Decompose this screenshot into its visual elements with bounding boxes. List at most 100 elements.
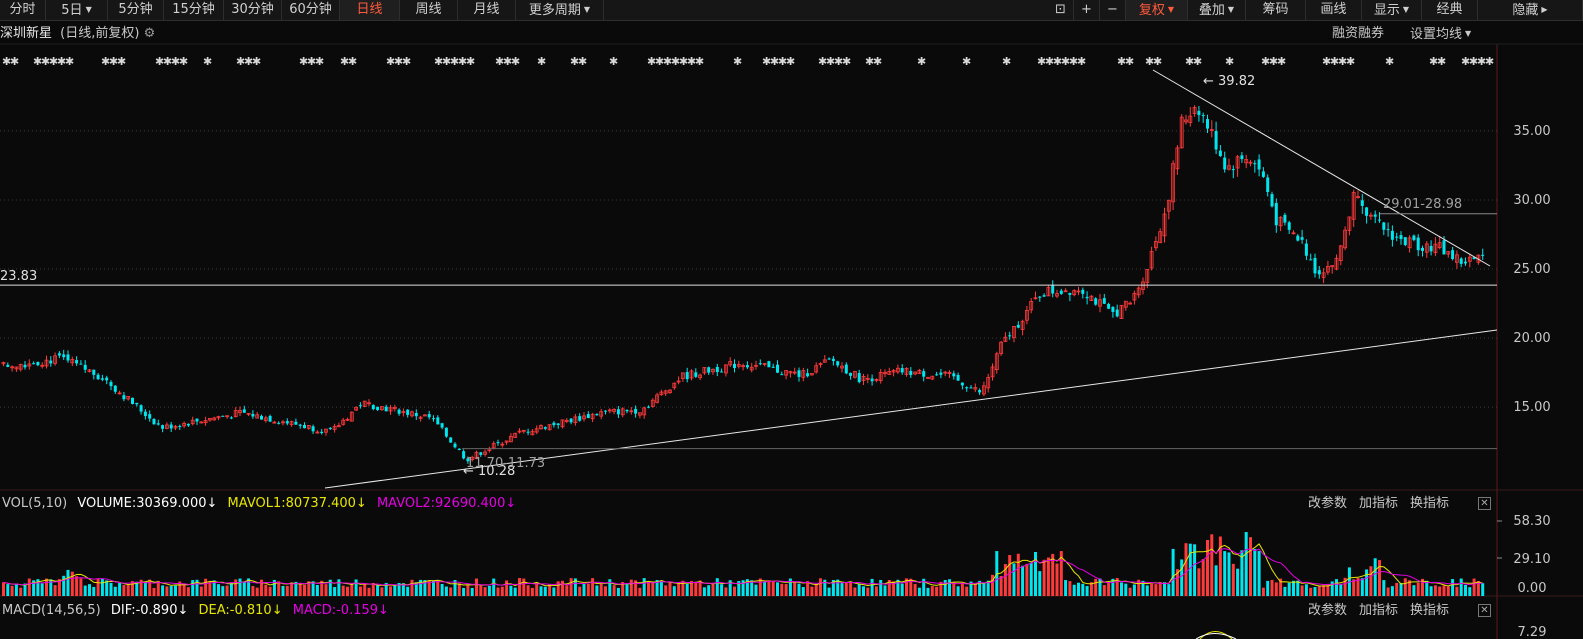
candle-body	[913, 371, 917, 375]
candle-body	[1089, 295, 1094, 302]
toolbar-right-2[interactable]: 筹码	[1246, 0, 1306, 20]
candle-body	[1347, 216, 1352, 231]
volume-bar	[840, 583, 844, 596]
volume-bar	[427, 580, 431, 596]
volume-bar	[1124, 583, 1128, 596]
candle-body	[1115, 309, 1119, 317]
candle-body	[401, 411, 406, 414]
macd-change-indicator[interactable]: 换指标	[1410, 603, 1450, 618]
candle-body	[367, 402, 371, 405]
event-marker: ✱	[340, 55, 349, 68]
volume-bar	[793, 581, 797, 596]
resistance-trendline	[1152, 69, 1491, 267]
volume-bar	[40, 583, 44, 596]
candle-body	[40, 364, 45, 367]
volume-bar	[1081, 583, 1085, 596]
period-tab-5[interactable]: 60分钟	[282, 0, 340, 20]
toolbar-right-1[interactable]: 叠加 ▼	[1188, 0, 1246, 20]
period-tab-4[interactable]: 30分钟	[224, 0, 282, 20]
candle-body	[1218, 150, 1222, 157]
toolbar-right-0[interactable]: 复权 ▼	[1126, 0, 1188, 20]
volume-bar	[724, 587, 728, 596]
period-tab-6[interactable]: 日线	[340, 0, 400, 20]
toolbar-right-5[interactable]: 经典	[1422, 0, 1478, 20]
candle-body	[896, 367, 900, 373]
period-tab-2[interactable]: 5分钟	[108, 0, 164, 20]
candle-body	[32, 363, 36, 365]
candle-body	[195, 418, 199, 422]
candle-body	[1076, 290, 1081, 293]
period-tab-7[interactable]: 周线	[400, 0, 458, 20]
period-tab-8[interactable]: 月线	[458, 0, 516, 20]
volume-edit-params[interactable]: 改参数	[1308, 496, 1348, 511]
support-trendline	[324, 329, 1498, 489]
stock-mode: (日线,前复权)	[60, 26, 140, 41]
margin-trading-link[interactable]: 融资融券	[1332, 26, 1385, 41]
close-icon[interactable]: ✕	[1478, 604, 1491, 617]
candle-body	[1214, 130, 1218, 150]
candle-body	[771, 366, 775, 368]
candle-body	[238, 410, 242, 414]
candle-body	[965, 387, 969, 389]
period-tab-0[interactable]: 分时	[0, 0, 46, 20]
close-icon[interactable]: ✕	[1478, 497, 1491, 510]
event-marker: ✱	[1125, 55, 1134, 68]
event-marker: ✱	[203, 55, 212, 68]
volume-bar	[698, 580, 702, 596]
volume-bar	[1098, 578, 1102, 596]
macd-edit-params[interactable]: 改参数	[1308, 603, 1348, 618]
period-tab-1[interactable]: 5日 ▼	[46, 0, 108, 20]
toolbar-right-4[interactable]: 显示 ▼	[1362, 0, 1422, 20]
candle-body	[397, 409, 401, 414]
volume-bar	[487, 585, 491, 596]
candle-body	[926, 377, 930, 379]
volume-change-indicator[interactable]: 换指标	[1410, 496, 1450, 511]
candle-body	[792, 371, 797, 374]
candle-body	[1038, 296, 1042, 298]
volume-bar	[79, 578, 83, 596]
period-tab-3[interactable]: 15分钟	[164, 0, 224, 20]
period-tab-9[interactable]: 更多周期 ▼	[516, 0, 604, 20]
candle-body	[1111, 306, 1115, 312]
volume-bar	[496, 587, 500, 596]
candle-body	[564, 420, 569, 422]
volume-bar	[1261, 587, 1265, 596]
plus-icon[interactable]: +	[1074, 0, 1100, 20]
candle-body	[874, 378, 879, 381]
volume-add-indicator[interactable]: 加指标	[1359, 496, 1399, 511]
volume-bar	[462, 587, 466, 596]
toolbar-right-3[interactable]: 画线	[1306, 0, 1362, 20]
candle-body	[1321, 272, 1326, 278]
ma-settings-link[interactable]: 设置均线 ▼	[1410, 24, 1471, 45]
down-arrow-icon: ↓	[206, 496, 218, 511]
candle-body	[994, 353, 999, 371]
volume-bar	[986, 580, 990, 596]
candle-body	[263, 417, 268, 422]
down-arrow-icon: ↓	[505, 496, 517, 511]
minus-icon[interactable]: −	[1100, 0, 1126, 20]
candle-body	[1072, 290, 1077, 296]
volume-bar	[647, 581, 650, 596]
candle-body	[345, 418, 350, 421]
candle-body	[1338, 245, 1343, 261]
event-marker: ✱	[171, 55, 180, 68]
volume-bar	[659, 580, 663, 596]
macd-title: MACD(14,56,5) DIF:-0.890↓ DEA:-0.810↓ MA…	[2, 602, 389, 620]
candle-body	[1472, 257, 1476, 259]
volume-bar	[337, 579, 341, 596]
volume-bar	[1352, 579, 1356, 596]
event-marker: ✱	[307, 55, 316, 68]
volume-bar	[535, 582, 539, 596]
chevron-down-icon: ▼	[1402, 5, 1410, 14]
volume-bar	[634, 580, 638, 596]
candle-body	[956, 374, 960, 381]
lock-icon[interactable]: ⊡	[1048, 0, 1074, 20]
event-marker: ✱	[1485, 55, 1494, 68]
candle-body	[277, 422, 281, 424]
gear-icon[interactable]: ⚙	[143, 26, 156, 41]
candle-body	[1395, 236, 1399, 238]
macd-add-indicator[interactable]: 加指标	[1359, 603, 1399, 618]
candle-body	[474, 451, 479, 459]
event-marker: ✱	[1437, 55, 1446, 68]
